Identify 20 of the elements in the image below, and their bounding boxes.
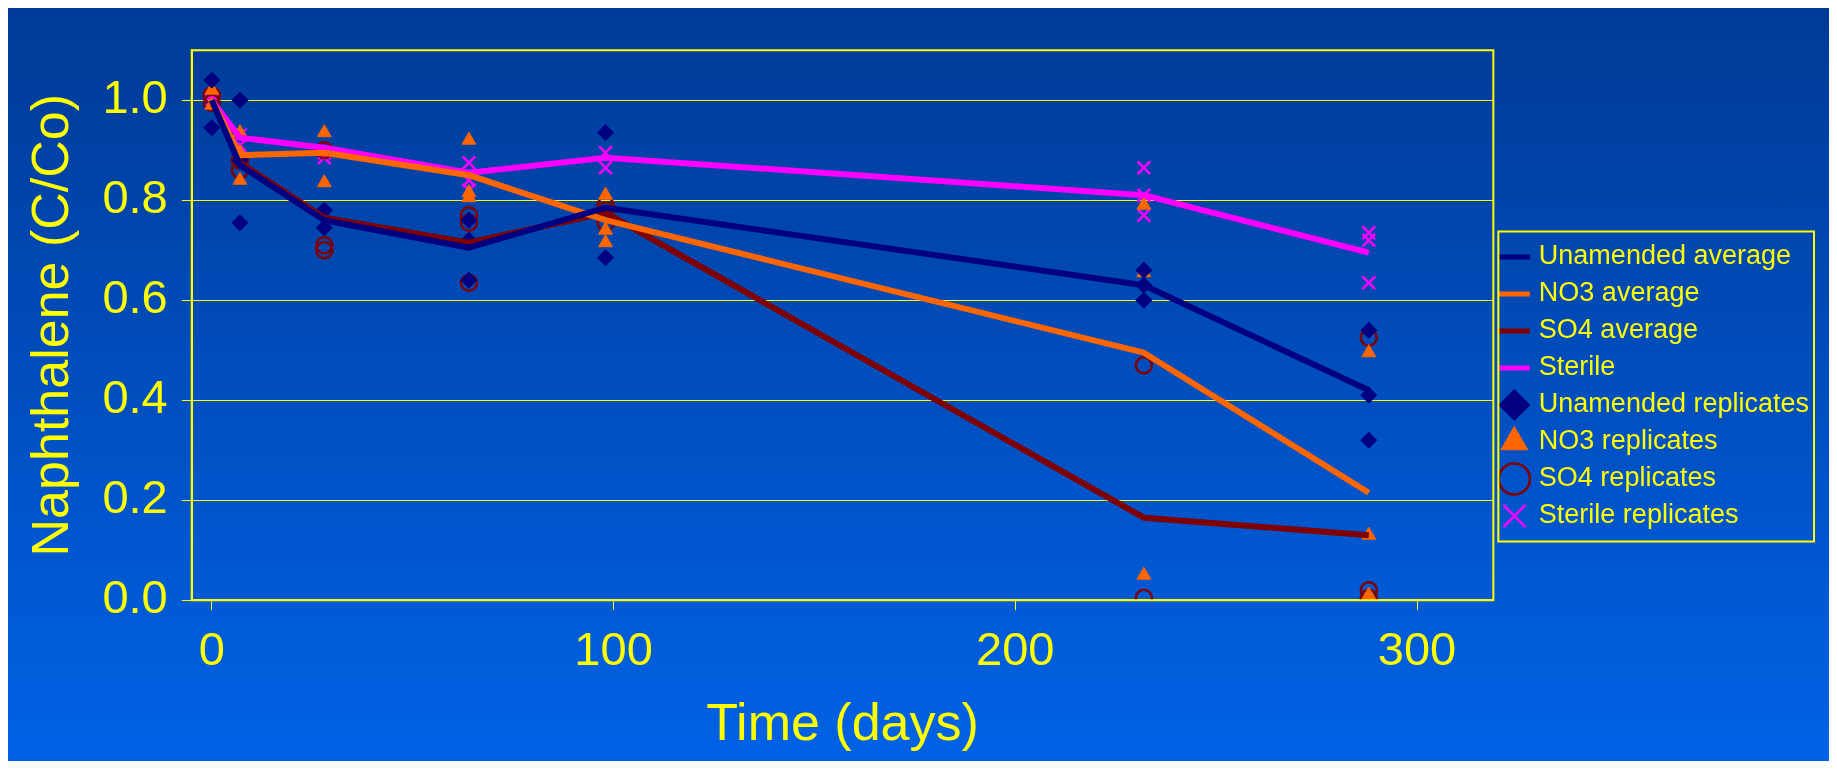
legend-label: Sterile replicates — [1538, 499, 1739, 530]
y-tick-label: 0.8 — [102, 170, 168, 224]
legend-label: Sterile — [1538, 351, 1616, 382]
y-tick-label: 0.6 — [102, 270, 168, 324]
y-tick-label: 1.0 — [102, 70, 168, 124]
y-tick-label: 0.2 — [102, 470, 168, 524]
legend-label: Unamended replicates — [1538, 388, 1810, 419]
legend-label: NO3 replicates — [1538, 425, 1718, 456]
y-tick-label: 0.0 — [102, 570, 168, 624]
x-axis-title: Time (days) — [706, 693, 979, 752]
legend-label: SO4 replicates — [1538, 462, 1716, 493]
x-tick-label: 0 — [198, 622, 225, 676]
x-tick-label: 200 — [976, 622, 1055, 676]
x-tick-label: 300 — [1377, 622, 1457, 676]
legend-label: NO3 average — [1538, 277, 1700, 308]
legend-label: Unamended average — [1538, 240, 1792, 271]
x-tick-label: 100 — [574, 622, 653, 676]
y-tick-label: 0.4 — [102, 370, 168, 424]
legend-label: SO4 average — [1538, 314, 1698, 345]
y-axis-title: Naphthalene (C/Co) — [20, 93, 79, 557]
